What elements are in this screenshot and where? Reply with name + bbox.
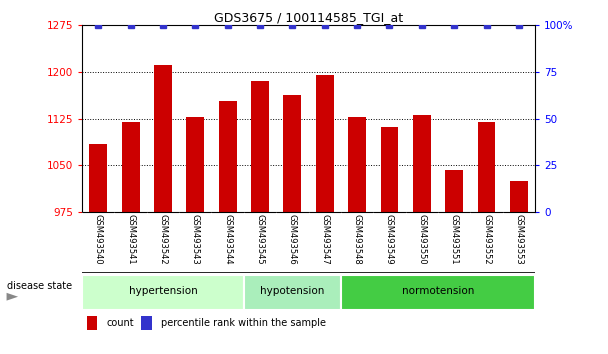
Bar	[316, 75, 334, 212]
Polygon shape	[7, 293, 18, 301]
Title: GDS3675 / 100114585_TGI_at: GDS3675 / 100114585_TGI_at	[214, 11, 403, 24]
Text: GSM493550: GSM493550	[417, 213, 426, 264]
Bar	[244, 275, 341, 309]
Bar	[510, 181, 528, 212]
Text: GSM493540: GSM493540	[94, 213, 103, 264]
Bar	[82, 275, 244, 309]
Bar	[86, 316, 97, 330]
Text: GSM493546: GSM493546	[288, 213, 297, 264]
Bar	[89, 144, 107, 212]
Text: GSM493547: GSM493547	[320, 213, 330, 264]
Text: percentile rank within the sample: percentile rank within the sample	[161, 318, 326, 329]
Bar	[219, 101, 237, 212]
Bar	[187, 117, 204, 212]
Bar	[478, 122, 496, 212]
Text: GSM493542: GSM493542	[159, 213, 167, 264]
Text: GSM493553: GSM493553	[514, 213, 523, 264]
Text: GSM493541: GSM493541	[126, 213, 135, 264]
Text: GSM493543: GSM493543	[191, 213, 200, 264]
Text: GSM493551: GSM493551	[450, 213, 458, 264]
Text: disease state: disease state	[7, 281, 72, 291]
Text: GSM493548: GSM493548	[353, 213, 362, 264]
Bar	[141, 316, 152, 330]
Bar	[348, 117, 366, 212]
Text: hypertension: hypertension	[128, 286, 198, 296]
Text: hypotension: hypotension	[260, 286, 325, 296]
Text: count: count	[106, 318, 134, 329]
Bar	[283, 95, 302, 212]
Bar	[122, 122, 139, 212]
Bar	[413, 115, 430, 212]
Bar	[381, 127, 398, 212]
Bar	[445, 170, 463, 212]
Bar	[154, 65, 172, 212]
Text: GSM493544: GSM493544	[223, 213, 232, 264]
Bar	[251, 81, 269, 212]
Text: GSM493552: GSM493552	[482, 213, 491, 264]
Text: GSM493549: GSM493549	[385, 213, 394, 264]
Text: GSM493545: GSM493545	[255, 213, 264, 264]
Text: normotension: normotension	[402, 286, 474, 296]
Bar	[341, 275, 535, 309]
